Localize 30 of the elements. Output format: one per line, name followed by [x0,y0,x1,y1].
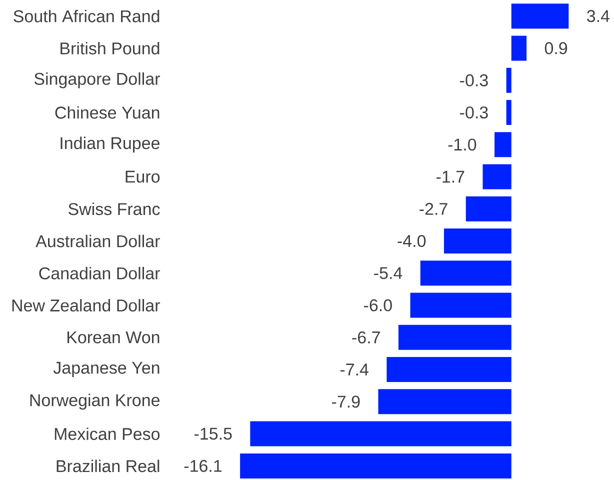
y-tick-label: Australian Dollar [36,234,160,248]
data-label: -7.4 [340,364,368,376]
y-tick-label: British Pound [60,42,160,54]
data-label: -4.0 [398,234,426,248]
data-label: -16.1 [184,460,222,472]
y-tick-label: Korean Won [68,331,160,344]
data-label: -2.7 [420,202,448,215]
y-tick-label: Canadian Dollar [39,266,160,280]
y-tick-label: Norwegian Krone [30,394,160,410]
data-label: -0.3 [460,74,488,86]
data-label: -1.7 [436,170,464,183]
data-label: 3.4 [587,10,610,22]
y-tick-label: Chinese Yuan [55,106,160,119]
y-tick-label: Mexican Peso [54,428,160,440]
data-label: 0.9 [544,42,568,54]
data-label: -5.4 [374,267,402,280]
data-label: -6.7 [352,331,380,344]
data-label: -6.0 [364,299,392,312]
y-tick-label: South African Rand [14,10,160,22]
data-label: -7.9 [332,396,360,408]
y-tick-label: Singapore Dollar [34,72,160,88]
y-tick-label: Swiss Franc [68,202,160,216]
data-label: -15.5 [194,428,232,440]
y-tick-label: Indian Rupee [60,136,160,153]
y-tick-label: New Zealand Dollar [12,299,160,312]
data-label: -1.0 [448,138,476,151]
y-tick-label: Japanese Yen [53,362,160,378]
y-tick-label: Euro [126,170,160,183]
data-label: -0.3 [460,106,488,118]
y-tick-label: Brazilian Real [56,460,160,472]
